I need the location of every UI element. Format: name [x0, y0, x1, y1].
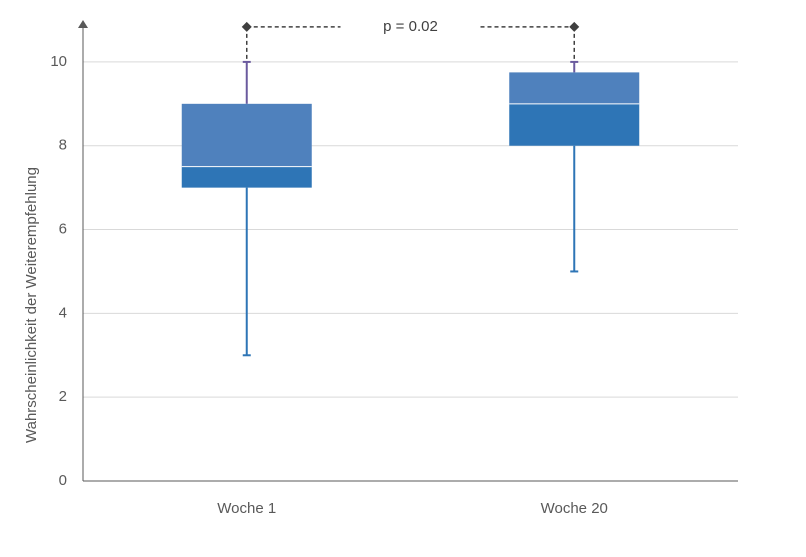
bracket-diamond: [241, 21, 252, 32]
box-lower: [181, 166, 312, 188]
y-axis-label: Wahrscheinlichkeit der Weiterempfehlung: [23, 167, 40, 443]
y-tick-label: 2: [59, 388, 67, 405]
x-tick-label: Woche 20: [541, 500, 608, 517]
annotation: p = 0.02: [383, 18, 438, 35]
y-axis-arrow: [78, 20, 88, 28]
box-lower: [509, 103, 640, 146]
y-tick-label: 4: [59, 304, 67, 321]
box-upper: [509, 72, 640, 104]
y-tick-label: 8: [59, 137, 67, 154]
bracket-diamond: [569, 21, 580, 32]
y-tick-label: 6: [59, 221, 67, 238]
x-tick-label: Woche 1: [217, 500, 276, 517]
y-tick-label: 0: [59, 472, 67, 489]
box-upper: [181, 103, 312, 167]
y-tick-label: 10: [50, 53, 67, 70]
